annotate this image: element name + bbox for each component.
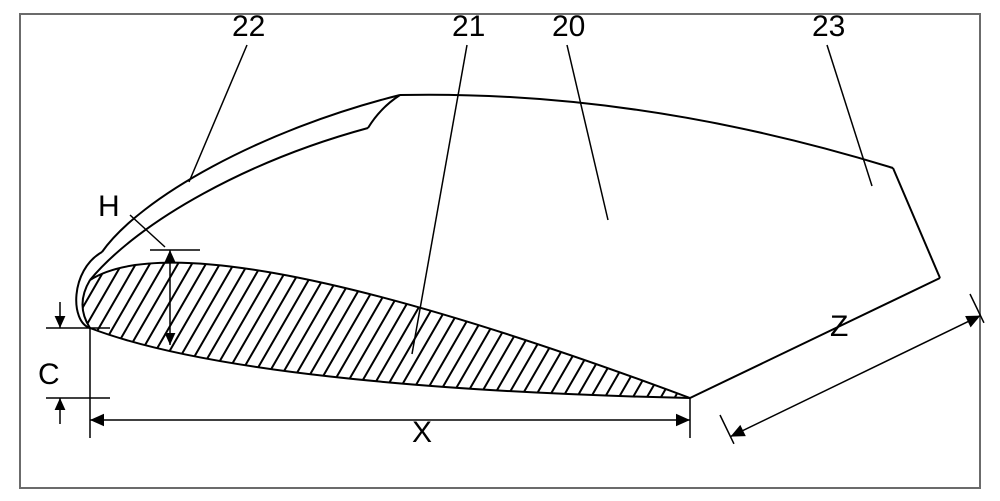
- leader-l20: [567, 45, 608, 220]
- label-l23: 23: [812, 10, 845, 43]
- label-l22: 22: [232, 10, 265, 43]
- leader-l21: [412, 45, 467, 354]
- label-X: X: [412, 416, 432, 449]
- leader-l23: [827, 45, 872, 186]
- label-l21: 21: [452, 10, 485, 43]
- label-H: H: [98, 190, 120, 223]
- label-Z: Z: [830, 310, 848, 343]
- labels: 22 21 20 23 H C X Z: [38, 10, 848, 449]
- label-l20: 20: [552, 10, 585, 43]
- leader-l22: [189, 45, 247, 182]
- label-C: C: [38, 358, 60, 391]
- cross-section-hatching: [0, 0, 1000, 430]
- airfoil-diagram: 22 21 20 23 H C X Z: [0, 0, 1000, 501]
- leader-lines: [130, 45, 872, 354]
- diagram-frame: [20, 14, 980, 488]
- airfoil-outline: [76, 95, 940, 398]
